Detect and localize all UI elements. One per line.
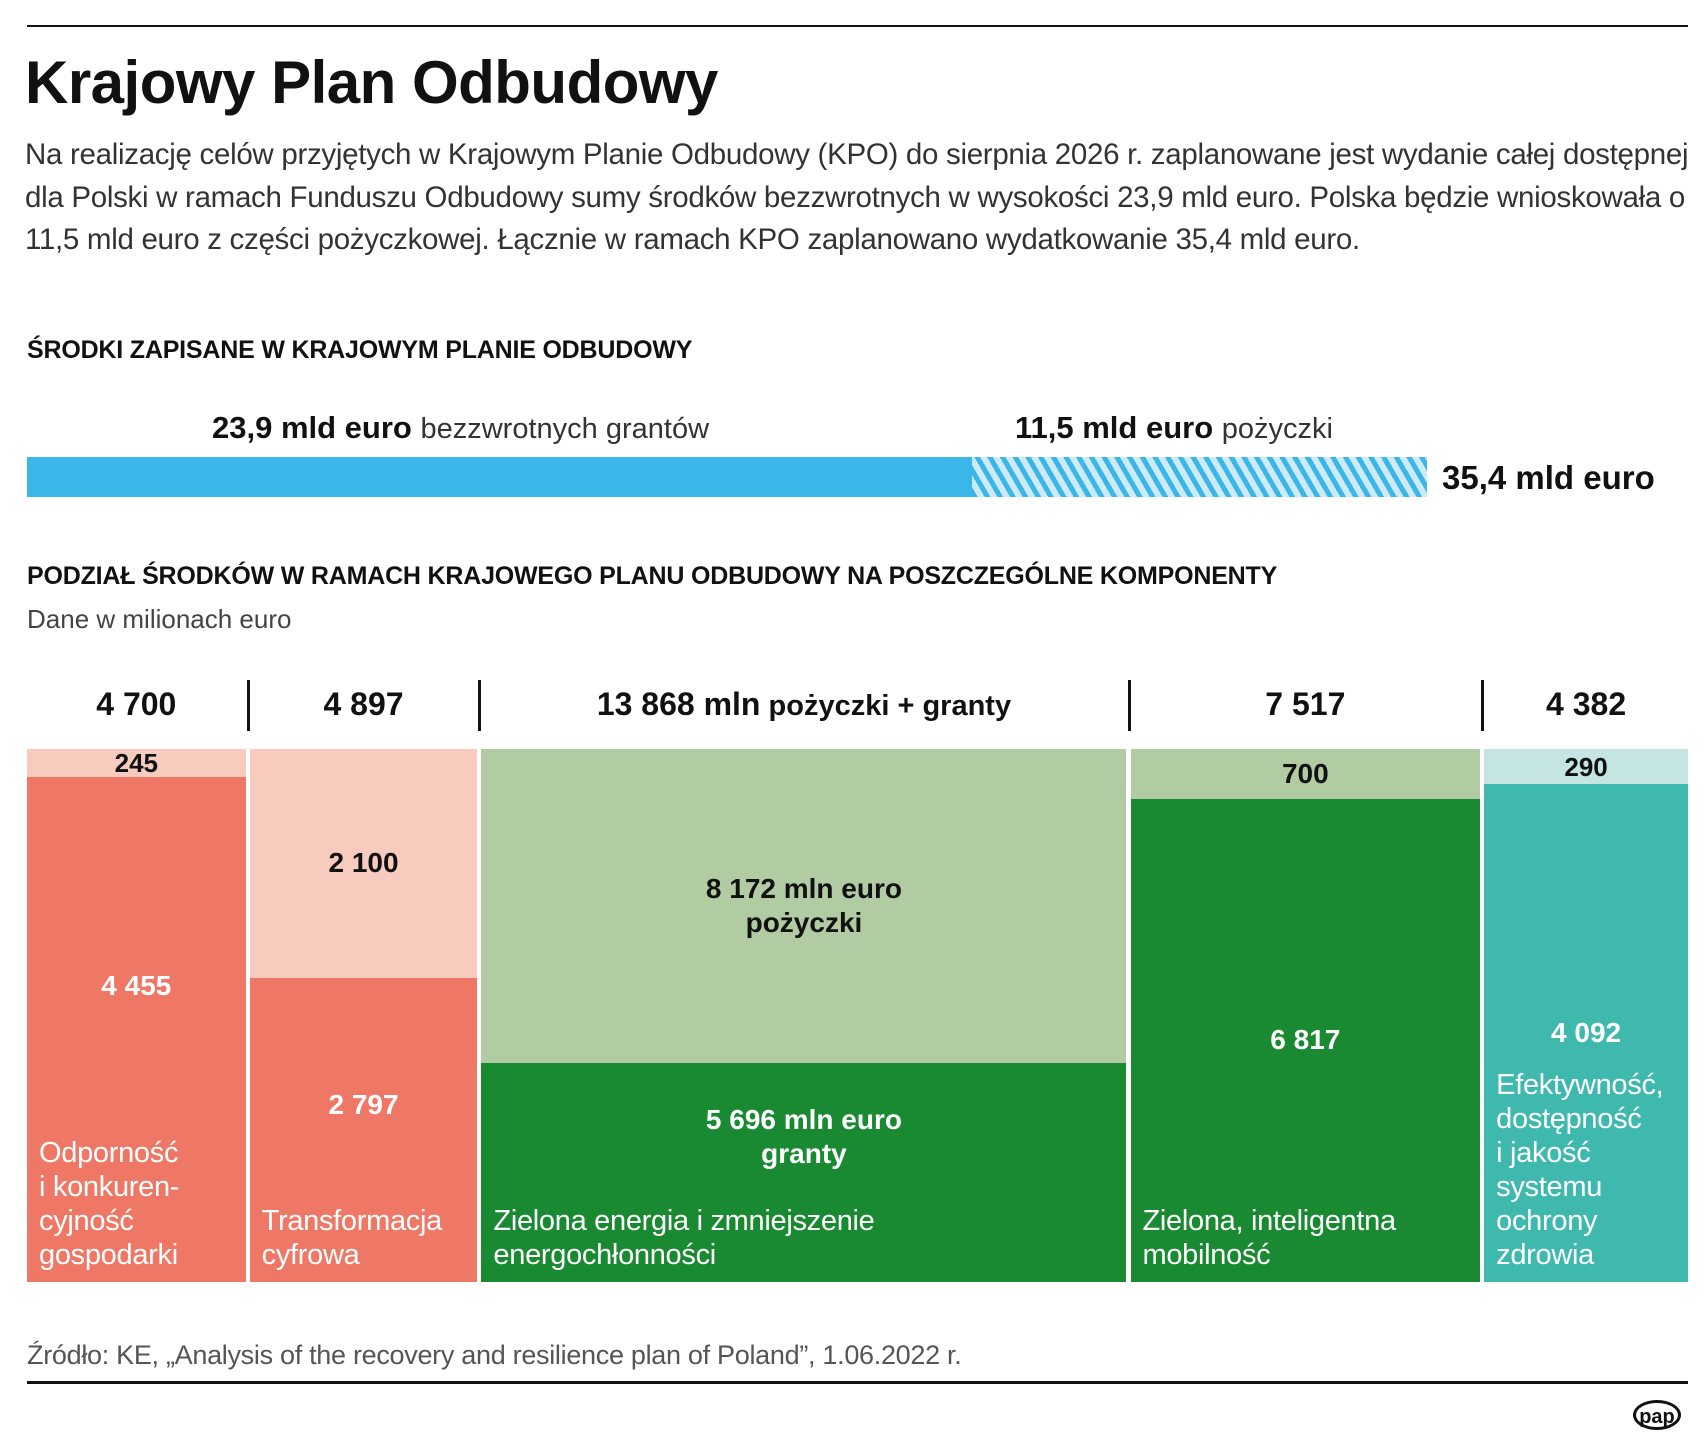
top-rule xyxy=(27,25,1688,27)
upper-value-label: 8 172 mln euro pożyczki xyxy=(705,873,902,939)
section1-heading: ŚRODKI ZAPISANE W KRAJOWYM PLANIE ODBUDO… xyxy=(27,336,693,364)
component-column: 290 4 092 Efektywność, dostępność i jakość sy… xyxy=(1484,749,1688,1282)
lower-value-label: 6 817 xyxy=(1270,1024,1341,1056)
component-total: 4 700 xyxy=(96,686,177,722)
lower-value-label: 4 092 xyxy=(1551,1017,1622,1049)
loans-label: 11,5 mld euro pożyczki xyxy=(1015,410,1333,446)
component-column: 245 4 455 Odporność i konkuren-cyjność gospo… xyxy=(27,747,246,1282)
pap-logo: pap xyxy=(1633,1400,1681,1430)
intro-paragraph: Na realizację celów przyjętych w Krajowy… xyxy=(25,138,1689,257)
total-funds-label: 35,4 mld euro xyxy=(1442,459,1655,496)
section2-subtitle: Dane w milionach euro xyxy=(27,604,292,634)
component-upper-bar: 8 172 mln euro pożyczki xyxy=(481,749,1127,1064)
upper-value-label: 2 100 xyxy=(328,847,399,879)
upper-value-label: 245 xyxy=(114,747,158,778)
source-note: Źródło: KE, „Analysis of the recovery an… xyxy=(27,1340,962,1370)
column-divider xyxy=(246,680,250,731)
component-name: Transformacja cyfrowa xyxy=(261,1205,443,1271)
component-lower-bar: 4 455 xyxy=(27,776,246,1282)
component-upper-bar: 2 100 xyxy=(249,749,478,978)
component-total: 13 868 mln pożyczki + granty xyxy=(596,686,1012,722)
bar-segment-loans xyxy=(972,457,1427,497)
component-upper-bar: 290 xyxy=(1484,749,1688,785)
component-lower-bar: 4 092 xyxy=(1484,784,1688,1282)
bottom-rule xyxy=(27,1381,1688,1384)
component-total: 4 382 xyxy=(1546,686,1627,722)
loans-text: pożyczki xyxy=(1221,413,1333,445)
component-name: Zielona, inteligentna mobilność xyxy=(1142,1205,1397,1271)
lower-value-label: 2 797 xyxy=(328,1088,399,1120)
component-name: Efektywność, dostępność i jakość systemu och… xyxy=(1496,1069,1664,1271)
component-upper-bar: 700 xyxy=(1130,749,1481,799)
upper-value-label: 700 xyxy=(1281,757,1329,789)
bar-segment-grants xyxy=(27,457,973,497)
component-lower-bar: 6 817 xyxy=(1130,798,1481,1282)
component-lower-bar: 2 797 xyxy=(249,977,478,1282)
component-column: 700 6 817 Zielona, inteligentna mobilność xyxy=(1130,749,1481,1282)
component-column: 2 100 2 797 Transformacja cyfrowa xyxy=(249,749,478,1282)
component-column: 8 172 mln euro pożyczki 5 696 mln euro gran… xyxy=(481,749,1127,1282)
column-divider xyxy=(1127,680,1131,731)
total-funds-bar xyxy=(27,457,1427,497)
component-upper-bar: 245 xyxy=(27,747,246,778)
column-divider xyxy=(478,680,482,731)
component-lower-bar: 5 696 mln euro granty xyxy=(481,1063,1127,1282)
page-title: Krajowy Plan Odbudowy xyxy=(25,49,718,116)
component-total: 4 897 xyxy=(323,686,404,722)
grants-text: bezzwrotnych grantów xyxy=(420,413,710,445)
grants-value: 23,9 mld euro xyxy=(212,410,412,445)
loans-value: 11,5 mld euro xyxy=(1015,410,1214,445)
column-divider xyxy=(1481,680,1485,731)
grants-label: 23,9 mld euro bezzwrotnych grantów xyxy=(212,410,709,446)
component-name: Zielona energia i zmniejszenie energochło… xyxy=(493,1205,875,1271)
upper-value-label: 290 xyxy=(1564,751,1608,782)
lower-value-label: 5 696 mln euro granty xyxy=(705,1104,902,1170)
section2-heading: PODZIAŁ ŚRODKÓW W RAMACH KRAJOWEGO PLANU… xyxy=(27,562,1278,590)
component-total: 7 517 xyxy=(1265,686,1346,722)
component-name: Odporność i konkuren-cyjność gospodarki xyxy=(39,1137,180,1271)
lower-value-label: 4 455 xyxy=(101,969,172,1001)
